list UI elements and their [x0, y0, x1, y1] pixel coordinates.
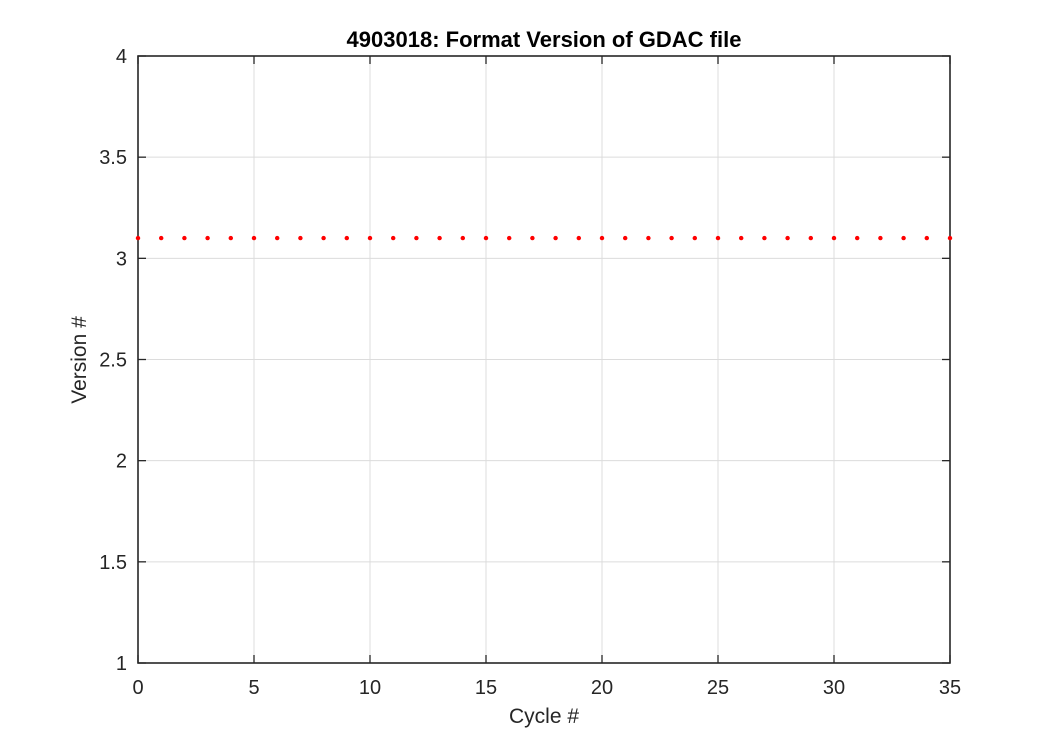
- data-point: [623, 235, 628, 241]
- data-point: [924, 235, 929, 241]
- data-point: [182, 235, 187, 241]
- data-point: [901, 235, 906, 241]
- x-tick-label: 35: [939, 677, 961, 699]
- data-point: [135, 235, 141, 241]
- data-point: [785, 235, 790, 241]
- data-point: [460, 235, 465, 241]
- data-point: [228, 235, 233, 241]
- tick-labels: 0 5 10 15 20 25 30 35 1 1.5 2 2.5 3 3.5 4: [99, 46, 961, 699]
- data-point: [159, 235, 164, 241]
- y-tick-label: 1.5: [99, 552, 127, 574]
- x-tick-label: 20: [591, 677, 613, 699]
- y-tick-label: 3: [116, 248, 127, 270]
- data-point: [646, 235, 651, 241]
- y-tick-label: 2: [116, 451, 127, 473]
- data-point: [483, 235, 489, 241]
- data-points: [135, 235, 953, 241]
- data-point: [414, 235, 419, 241]
- data-point: [715, 235, 721, 241]
- y-tick-label: 4: [116, 46, 127, 68]
- data-point: [298, 235, 303, 241]
- data-point: [391, 235, 396, 241]
- data-point: [831, 235, 837, 241]
- x-tick-label: 0: [132, 677, 143, 699]
- data-point: [947, 235, 953, 241]
- data-point: [275, 235, 280, 241]
- y-tick-label: 1: [116, 653, 127, 675]
- data-point: [251, 235, 257, 241]
- data-point: [878, 235, 883, 241]
- data-point: [599, 235, 605, 241]
- data-point: [507, 235, 512, 241]
- data-point: [344, 235, 349, 241]
- data-point: [321, 235, 326, 241]
- chart-title: 4903018: Format Version of GDAC file: [347, 27, 742, 52]
- data-point: [576, 235, 581, 241]
- data-point: [437, 235, 442, 241]
- y-axis-label: Version #: [68, 316, 91, 404]
- grid-lines: [137, 55, 951, 664]
- data-point: [553, 235, 558, 241]
- x-tick-label: 25: [707, 677, 729, 699]
- x-tick-label: 15: [475, 677, 497, 699]
- y-tick-label: 2.5: [99, 350, 127, 372]
- y-tick-label: 3.5: [99, 147, 127, 169]
- data-point: [692, 235, 697, 241]
- data-point: [739, 235, 744, 241]
- x-tick-label: 10: [359, 677, 381, 699]
- data-point: [855, 235, 860, 241]
- x-axis-label: Cycle #: [509, 705, 579, 728]
- x-tick-label: 5: [248, 677, 259, 699]
- data-point: [808, 235, 813, 241]
- data-point: [530, 235, 535, 241]
- data-point: [205, 235, 210, 241]
- axes-box: [137, 55, 951, 664]
- data-point: [669, 235, 674, 241]
- data-point: [367, 235, 373, 241]
- x-tick-label: 30: [823, 677, 845, 699]
- data-point: [762, 235, 767, 241]
